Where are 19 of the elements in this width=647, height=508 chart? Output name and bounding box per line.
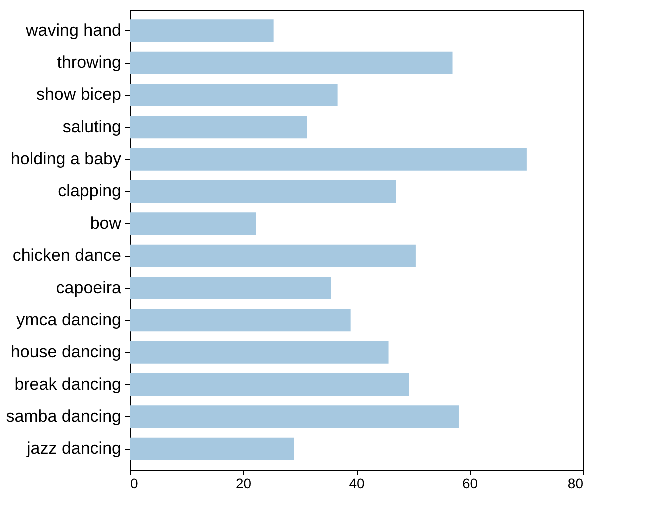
y-tick-label: break dancing: [14, 374, 122, 394]
y-tick-label: clapping: [58, 182, 122, 201]
y-tick-label: bow: [90, 214, 122, 233]
y-tick-label: throwing: [57, 53, 122, 72]
y-tick-label: ymca dancing: [16, 310, 122, 330]
y-tick-label: saluting: [62, 117, 122, 136]
y-tick-label: show bicep: [36, 85, 122, 104]
y-tick-label: chicken dance: [12, 246, 122, 266]
x-tick-label: 0: [130, 476, 138, 492]
y-tick-label: jazz dancing: [26, 439, 122, 458]
y-tick-label: house dancing: [10, 342, 122, 362]
x-tick-label: 60: [462, 476, 478, 492]
y-tick-label: holding a baby: [10, 150, 122, 169]
x-tick-label: 80: [568, 476, 584, 492]
x-tick-label: 40: [349, 476, 365, 492]
y-tick-label: waving hand: [25, 20, 122, 40]
y-tick-label: capoeira: [56, 278, 122, 298]
y-tick-label: samba dancing: [6, 406, 122, 426]
x-tick-label: 20: [236, 476, 252, 492]
